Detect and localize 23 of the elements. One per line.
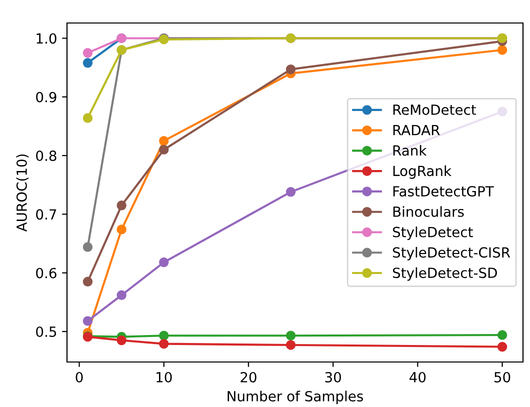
legend-label: StyleDetect-CISR <box>392 246 510 260</box>
y-tick-label: 1.0 <box>36 33 56 44</box>
y-tick-label: 0.8 <box>36 150 56 162</box>
legend-label: StyleDetect <box>392 226 473 240</box>
y-tick-label: 0.9 <box>36 92 56 102</box>
x-axis-title: Number of Samples <box>228 390 363 404</box>
x-tick-label: 0 <box>76 372 83 382</box>
legend-label: StyleDetect-SD <box>392 267 497 281</box>
legend-label: Binoculars <box>393 206 464 217</box>
x-tick-label: 10 <box>156 372 172 382</box>
x-tick-label: 50 <box>494 372 510 382</box>
x-tick-label: 30 <box>325 372 341 382</box>
y-axis-title: AUROC(10) <box>16 154 29 232</box>
legend-label: ReMoDetect <box>393 104 476 115</box>
legend-label: FastDetectGPT <box>393 186 494 197</box>
y-tick-label: 0.6 <box>36 268 56 278</box>
legend-label: RADAR <box>393 125 440 136</box>
legend-label: LogRank <box>393 165 452 179</box>
y-tick-label: 0.7 <box>36 209 56 220</box>
x-tick-label: 40 <box>410 372 426 382</box>
y-tick-label: 0.5 <box>36 326 56 337</box>
x-tick-label: 20 <box>240 372 256 382</box>
legend-label: Rank <box>393 145 427 156</box>
